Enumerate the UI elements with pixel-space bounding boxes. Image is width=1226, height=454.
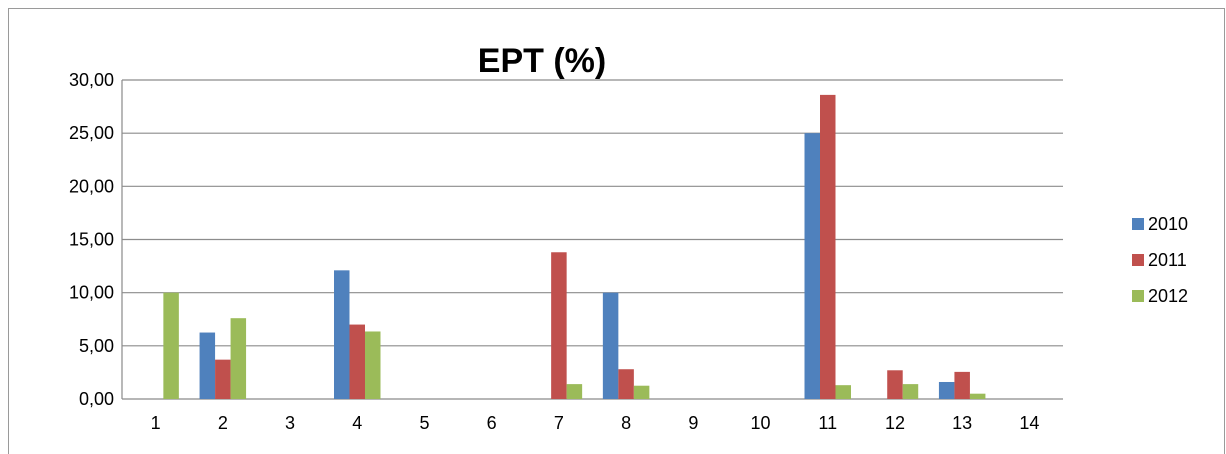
x-tick-label: 6 [487,413,497,433]
bar-2012-1 [163,292,179,399]
bar-2012-12 [902,384,919,399]
legend: 2010 2011 2012 [1132,214,1188,306]
bar-2012-7 [566,384,583,399]
y-tick-label: 10,00 [69,283,114,303]
bar-2012-11 [835,385,851,399]
bar-2011-11 [820,94,836,400]
x-tick-label: 5 [419,413,429,433]
legend-swatch [1132,254,1144,266]
x-tick-label: 1 [151,413,161,433]
bar-2011-4 [349,324,365,399]
chart-frame [8,8,1225,454]
x-tick-label: 14 [1019,413,1039,433]
x-tick-label: 9 [688,413,698,433]
y-tick-label: 30,00 [69,70,114,90]
legend-swatch [1132,290,1144,302]
x-tick-label: 2 [218,413,228,433]
x-tick-label: 13 [952,413,972,433]
bar-2012-4 [365,331,381,399]
x-tick-label: 8 [621,413,631,433]
bar-2011-7 [551,252,567,399]
bar-2012-2 [230,318,247,399]
y-axis-ticks: 0,00 5,00 10,00 15,00 20,00 25,00 30,00 [69,70,114,409]
x-tick-label: 11 [818,413,837,433]
bar-2010-11 [804,133,820,399]
legend-label: 2012 [1148,286,1188,306]
chart-title: EPT (%) [478,42,606,80]
bars [163,94,986,400]
bar-2011-2 [215,359,231,399]
bar-2010-4 [334,270,350,399]
legend-label: 2011 [1148,250,1187,270]
y-tick-label: 20,00 [69,176,114,196]
legend-label: 2010 [1148,214,1188,234]
x-tick-label: 3 [285,413,295,433]
bar-2011-12 [887,370,903,399]
bar-2010-13 [938,381,955,399]
y-tick-label: 0,00 [79,389,114,409]
bar-2012-13 [969,393,986,399]
gridlines [121,79,1063,400]
bar-2011-13 [954,371,970,399]
x-tick-label: 4 [352,413,362,433]
bar-2011-8 [618,369,634,399]
legend-swatch [1132,218,1144,230]
bar-2010-2 [199,332,216,399]
x-axis-ticks: 1 2 3 4 5 6 7 8 9 10 11 12 13 14 [151,413,1040,433]
x-tick-label: 12 [885,413,905,433]
x-tick-label: 10 [751,413,771,433]
bar-2010-8 [602,292,619,399]
y-tick-label: 25,00 [69,123,114,143]
bar-2012-8 [633,385,650,399]
x-tick-label: 7 [554,413,564,433]
y-tick-label: 5,00 [79,336,114,356]
y-tick-label: 15,00 [69,230,114,250]
